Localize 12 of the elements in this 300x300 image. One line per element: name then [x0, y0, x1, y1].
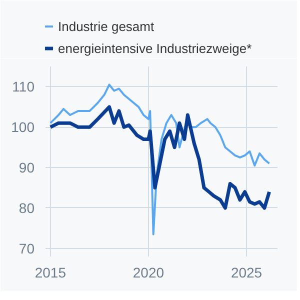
- legend-label: energieintensive Industriezweige*: [58, 40, 252, 56]
- y-tick-label: 80: [18, 200, 35, 216]
- y-tick-label: 90: [18, 160, 35, 176]
- x-tick-label: 2020: [132, 264, 164, 280]
- legend-label: Industrie gesamt: [58, 18, 154, 34]
- y-tick-label: 100: [11, 119, 35, 136]
- x-tick-label: 2015: [34, 264, 66, 280]
- y-tick-label: 70: [18, 240, 35, 256]
- x-tick-label: 2025: [230, 264, 262, 280]
- line-series: [49, 84, 270, 236]
- line-series: [48, 105, 272, 210]
- y-tick-label: 110: [12, 78, 35, 95]
